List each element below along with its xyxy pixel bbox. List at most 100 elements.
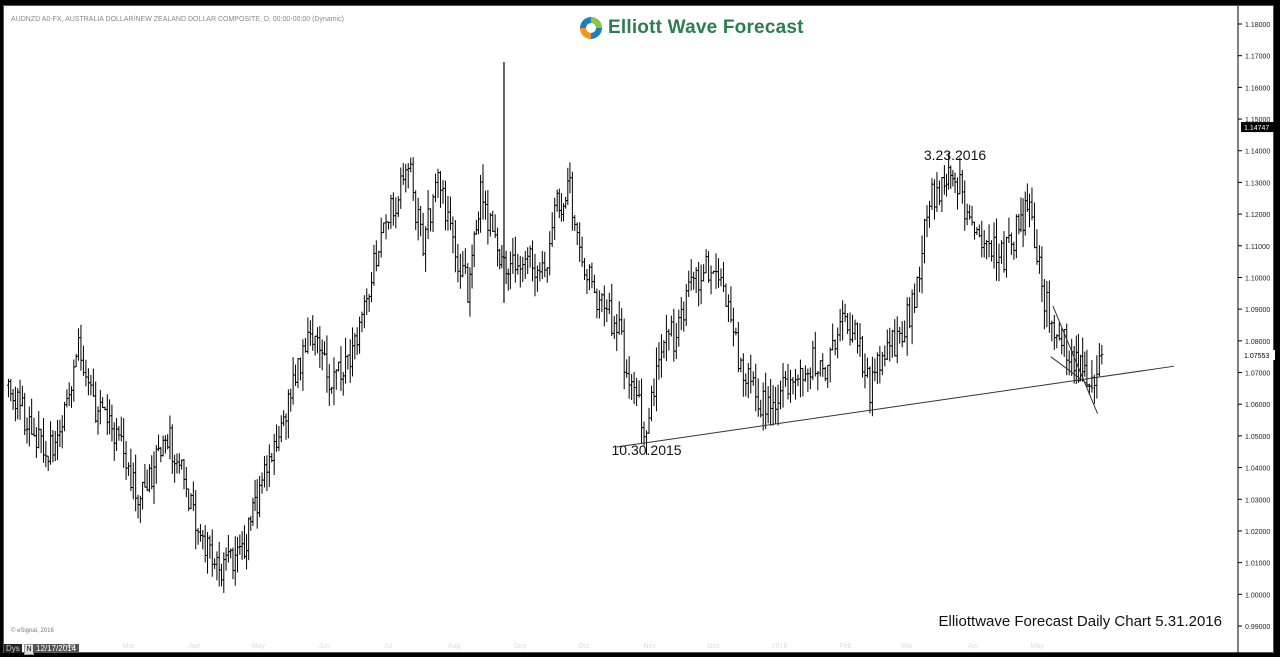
ohlc-bar xyxy=(416,197,420,241)
ohlc-bar xyxy=(377,250,381,267)
ohlc-bar xyxy=(679,297,683,331)
ohlc-bar xyxy=(249,515,253,531)
ohlc-bar xyxy=(913,283,917,313)
ohlc-bar xyxy=(213,558,217,570)
ohlc-bar xyxy=(744,373,748,397)
month-label: Oct xyxy=(578,643,590,650)
ohlc-bar xyxy=(84,359,88,387)
wedge-line xyxy=(1052,305,1099,414)
ohlc-bar xyxy=(905,297,909,356)
ohlc-bar xyxy=(587,264,591,291)
ohlc-bar xyxy=(858,323,862,357)
ohlc-bar xyxy=(796,374,800,387)
ohlc-bar xyxy=(992,222,996,269)
ohlc-bar xyxy=(1092,374,1096,404)
price-tick-label: 1.02000 xyxy=(1245,529,1270,536)
ohlc-bar xyxy=(868,366,872,414)
ohlc-bar xyxy=(808,367,812,390)
ohlc-bar xyxy=(731,307,735,347)
ohlc-bar xyxy=(669,315,673,337)
ohlc-bar xyxy=(533,253,537,297)
ohlc-bar xyxy=(597,290,601,319)
ohlc-bar xyxy=(692,271,696,290)
ohlc-bar xyxy=(942,165,946,195)
ohlc-bar xyxy=(717,258,721,288)
ohlc-bar xyxy=(291,357,295,405)
ohlc-bar xyxy=(382,222,386,234)
ohlc-bar xyxy=(622,318,626,390)
ohlc-bar xyxy=(34,427,38,458)
ohlc-bar xyxy=(98,389,102,425)
ohlc-bar xyxy=(652,378,656,406)
ohlc-bar xyxy=(806,368,810,392)
ohlc-bar xyxy=(898,326,902,344)
ohlc-bar xyxy=(813,331,817,377)
ohlc-bar xyxy=(11,388,15,410)
month-label: Nov xyxy=(643,643,657,650)
ohlc-bar xyxy=(756,378,760,417)
ohlc-bar xyxy=(617,301,621,335)
ohlc-bar xyxy=(654,347,658,412)
ohlc-bar xyxy=(602,285,606,327)
ohlc-bar xyxy=(754,363,758,412)
ohlc-bar xyxy=(583,257,587,281)
ohlc-bar xyxy=(426,190,430,240)
ohlc-bar xyxy=(16,388,20,420)
ohlc-bar xyxy=(1023,191,1027,236)
ohlc-bar xyxy=(1045,281,1049,328)
ohlc-bar xyxy=(318,326,322,368)
ohlc-bar xyxy=(878,346,882,384)
ohlc-bar xyxy=(231,547,235,580)
ohlc-bar xyxy=(210,529,214,577)
ohlc-bar xyxy=(927,200,931,228)
ohlc-bar xyxy=(516,253,520,275)
ohlc-bar xyxy=(659,334,663,378)
ohlc-bar xyxy=(682,301,686,332)
ohlc-bar xyxy=(253,479,257,512)
ohlc-bar xyxy=(203,525,207,563)
ohlc-bar xyxy=(458,253,462,289)
price-axis: 1.18000 1.17000 1.16000 1.15000 1.14000 1.130… xyxy=(1237,6,1275,654)
ohlc-bar xyxy=(355,327,359,355)
ohlc-bar xyxy=(729,286,733,323)
ohlc-bar xyxy=(513,236,517,283)
ohlc-bar xyxy=(791,377,795,395)
ohlc-bar xyxy=(411,157,415,201)
ohlc-bar xyxy=(498,248,502,270)
ohlc-bar xyxy=(945,173,949,197)
month-label: Feb xyxy=(62,643,75,650)
ohlc-bar xyxy=(605,299,609,323)
ohlc-bar xyxy=(327,364,331,406)
symbol-header: AUDNZD A0-FX, AUSTRALIA DOLLAR/NEW ZEALA… xyxy=(11,16,344,23)
price-tick-label: 1.14000 xyxy=(1245,149,1270,156)
ohlc-bar xyxy=(129,448,133,492)
ohlc-bar xyxy=(766,386,770,424)
ohlc-bar xyxy=(649,385,653,422)
ohlc-bar xyxy=(434,173,438,203)
ohlc-bar xyxy=(53,430,57,462)
last-price-label: 1.07553 xyxy=(1244,353,1269,360)
ohlc-bar xyxy=(1014,214,1018,259)
ohlc-bar xyxy=(674,323,678,359)
ohlc-bar xyxy=(949,165,953,189)
ohlc-bar xyxy=(895,316,899,364)
ohlc-bar xyxy=(793,368,797,400)
ohlc-bar xyxy=(421,212,425,257)
ohlc-bar xyxy=(105,394,109,435)
ohlc-bar xyxy=(461,251,465,278)
ohlc-bar xyxy=(63,401,67,432)
ohlc-bar xyxy=(23,392,27,436)
ohlc-bar xyxy=(242,525,246,559)
ohlc-bar xyxy=(875,352,879,385)
ohlc-bar xyxy=(168,415,172,460)
ohlc-bar xyxy=(143,464,147,488)
price-chart[interactable]: 1.18000 1.17000 1.16000 1.15000 1.14000 1.130… xyxy=(4,6,1275,654)
ohlc-bar xyxy=(798,359,802,398)
price-tick-label: 1.03000 xyxy=(1245,497,1270,504)
ohlc-bar xyxy=(217,541,221,587)
brand-name: Elliott Wave Forecast xyxy=(608,17,804,38)
ohlc-bar xyxy=(841,300,845,341)
ohlc-bar xyxy=(441,180,445,204)
interval-button[interactable]: Dys xyxy=(4,644,22,653)
ohlc-bar xyxy=(953,172,957,194)
